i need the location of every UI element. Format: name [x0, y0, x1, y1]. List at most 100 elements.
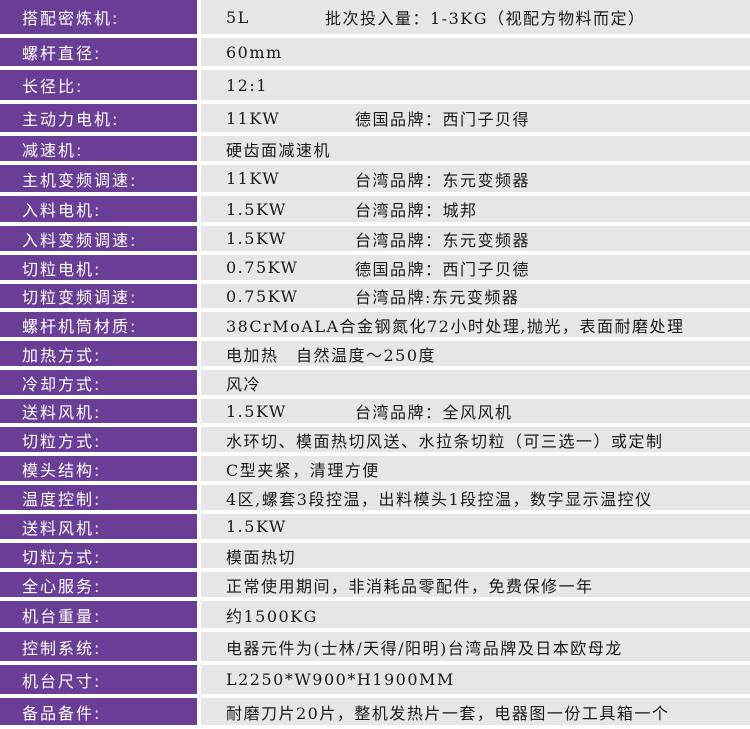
- spec-row: 送料风机: 1.5KW: [0, 514, 750, 539]
- spec-value-cell: 1.5KW: [201, 514, 750, 539]
- spec-row: 控制系统: 电器元件为(士林/天得/阳明)台湾品牌及日本欧母龙: [0, 632, 750, 661]
- spec-value: 耐磨刀片20片，整机发热片一套，电器图一份工具箱一个: [226, 703, 670, 723]
- spec-extra: 台湾品牌:东元变频器: [355, 288, 520, 307]
- spec-value: 4区,螺套3段控温，出料模头1段控温，数字显示温控仪: [226, 489, 653, 509]
- spec-value-cell: 4区,螺套3段控温，出料模头1段控温，数字显示温控仪: [201, 485, 750, 510]
- spec-value: 电加热 自然温度～250度: [226, 345, 437, 365]
- spec-value-cell: C型夹紧，清理方便: [201, 456, 750, 481]
- spec-value: 电器元件为(士林/天得/阳明)台湾品牌及日本欧母龙: [226, 638, 623, 658]
- spec-value: 1.5KW: [226, 199, 287, 219]
- spec-label: 切粒电机:: [0, 255, 197, 280]
- spec-extra: 批次投入量：1-3KG（视配方物料而定）: [325, 9, 646, 28]
- spec-row: 切粒方式: 模面热切: [0, 543, 750, 568]
- spec-label: 长径比:: [0, 70, 197, 100]
- spec-extra: 台湾品牌：东元变频器: [355, 230, 531, 250]
- spec-value-cell: 0.75KW 德国品牌：西门子贝德: [201, 255, 750, 280]
- spec-label: 控制系统:: [0, 632, 197, 661]
- spec-value-cell: 5L 批次投入量：1-3KG（视配方物料而定）: [201, 0, 750, 34]
- spec-label: 入料电机:: [0, 196, 197, 222]
- spec-row: 螺杆机筒材质: 38CrMoALA合金钢氮化72小时处理,抛光，表面耐磨处理: [0, 312, 750, 337]
- spec-extra: 台湾品牌：全风风机: [355, 403, 513, 422]
- spec-label: 冷却方式:: [0, 370, 197, 395]
- spec-value: 12:1: [226, 75, 268, 95]
- spec-value-cell: 约1500KG: [201, 601, 750, 628]
- spec-label: 主动力电机:: [0, 104, 197, 132]
- spec-value: 约1500KG: [226, 606, 318, 626]
- spec-value: 11KW: [226, 169, 281, 188]
- spec-label: 加热方式:: [0, 341, 197, 366]
- spec-value: 硬齿面减速机: [226, 140, 332, 160]
- spec-row: 入料电机: 1.5KW 台湾品牌：城邦: [0, 196, 750, 222]
- spec-extra: 台湾品牌：城邦: [355, 201, 478, 220]
- spec-value: 正常使用期间，非消耗品零配件，免费保修一年: [226, 576, 594, 596]
- spec-label: 机台重量:: [0, 601, 197, 628]
- spec-value: 模面热切: [226, 547, 297, 567]
- spec-label: 主机变频调速:: [0, 165, 197, 192]
- spec-label: 送料风机:: [0, 399, 197, 423]
- spec-label: 切粒方式:: [0, 427, 197, 452]
- spec-row: 全心服务: 正常使用期间，非消耗品零配件，免费保修一年: [0, 572, 750, 597]
- spec-label: 切粒变频调速:: [0, 284, 197, 308]
- spec-label: 备品备件:: [0, 698, 197, 725]
- spec-value-cell: 水环切、模面热切风送、水拉条切粒（可三选一）或定制: [201, 427, 750, 452]
- spec-value-cell: 硬齿面减速机: [201, 136, 750, 161]
- spec-value-cell: 11KW 台湾品牌：东元变频器: [201, 165, 750, 192]
- spec-row: 切粒方式: 水环切、模面热切风送、水拉条切粒（可三选一）或定制: [0, 427, 750, 452]
- spec-label: 螺杆机筒材质:: [0, 312, 197, 337]
- spec-label: 减速机:: [0, 136, 197, 161]
- spec-value: L2250*W900*H1900MM: [226, 670, 455, 689]
- spec-row: 减速机: 硬齿面减速机: [0, 136, 750, 161]
- spec-value-cell: 模面热切: [201, 543, 750, 568]
- spec-value-cell: L2250*W900*H1900MM: [201, 665, 750, 694]
- spec-value: 5L: [226, 7, 250, 27]
- spec-label: 机台尺寸:: [0, 665, 197, 694]
- spec-value: 0.75KW: [226, 286, 299, 306]
- spec-row: 温度控制: 4区,螺套3段控温，出料模头1段控温，数字显示温控仪: [0, 485, 750, 510]
- spec-value-cell: 60mm: [201, 38, 750, 66]
- spec-row: 冷却方式: 风冷: [0, 370, 750, 395]
- spec-value-cell: 电加热 自然温度～250度: [201, 341, 750, 366]
- spec-row: 切粒电机: 0.75KW 德国品牌：西门子贝德: [0, 255, 750, 280]
- spec-extra: 德国品牌：西门子贝德: [355, 259, 531, 279]
- spec-row: 长径比: 12:1: [0, 70, 750, 100]
- spec-value: 1.5KW: [226, 229, 287, 248]
- spec-row: 切粒变频调速: 0.75KW 台湾品牌:东元变频器: [0, 284, 750, 308]
- spec-value: 水环切、模面热切风送、水拉条切粒（可三选一）或定制: [226, 431, 664, 451]
- spec-row: 加热方式: 电加热 自然温度～250度: [0, 341, 750, 366]
- spec-value-cell: 1.5KW 台湾品牌：东元变频器: [201, 226, 750, 251]
- spec-value-cell: 1.5KW 台湾品牌：全风风机: [201, 399, 750, 423]
- spec-label: 切粒方式:: [0, 543, 197, 568]
- spec-value: 0.75KW: [226, 258, 299, 277]
- spec-label: 搭配密炼机:: [0, 0, 197, 34]
- spec-value: C型夹紧，清理方便: [226, 460, 380, 480]
- spec-value: 60mm: [226, 42, 283, 62]
- spec-value-cell: 1.5KW 台湾品牌：城邦: [201, 196, 750, 222]
- spec-row: 主动力电机: 11KW 德国品牌：西门子贝得: [0, 104, 750, 132]
- spec-value-cell: 正常使用期间，非消耗品零配件，免费保修一年: [201, 572, 750, 597]
- spec-value-cell: 12:1: [201, 70, 750, 100]
- spec-row: 螺杆直径: 60mm: [0, 38, 750, 66]
- spec-row: 模头结构: C型夹紧，清理方便: [0, 456, 750, 481]
- spec-row: 机台尺寸: L2250*W900*H1900MM: [0, 665, 750, 694]
- spec-label: 螺杆直径:: [0, 38, 197, 66]
- spec-extra: 台湾品牌：东元变频器: [355, 170, 531, 190]
- spec-value-cell: 38CrMoALA合金钢氮化72小时处理,抛光，表面耐磨处理: [201, 312, 750, 337]
- spec-value: 38CrMoALA合金钢氮化72小时处理,抛光，表面耐磨处理: [226, 316, 685, 336]
- spec-value-cell: 风冷: [201, 370, 750, 395]
- spec-label: 入料变频调速:: [0, 226, 197, 251]
- spec-row: 主机变频调速: 11KW 台湾品牌：东元变频器: [0, 165, 750, 192]
- spec-value: 1.5KW: [226, 517, 287, 536]
- spec-value-cell: 0.75KW 台湾品牌:东元变频器: [201, 284, 750, 308]
- spec-label: 送料风机:: [0, 514, 197, 539]
- spec-extra: 德国品牌：西门子贝得: [355, 110, 531, 129]
- spec-label: 温度控制:: [0, 485, 197, 510]
- spec-value: 1.5KW: [226, 401, 287, 421]
- spec-row: 备品备件: 耐磨刀片20片，整机发热片一套，电器图一份工具箱一个: [0, 698, 750, 725]
- spec-value-cell: 11KW 德国品牌：西门子贝得: [201, 104, 750, 132]
- spec-row: 机台重量: 约1500KG: [0, 601, 750, 628]
- spec-row: 入料变频调速: 1.5KW 台湾品牌：东元变频器: [0, 226, 750, 251]
- spec-value: 风冷: [226, 374, 262, 394]
- spec-label: 全心服务:: [0, 572, 197, 597]
- spec-label: 模头结构:: [0, 456, 197, 481]
